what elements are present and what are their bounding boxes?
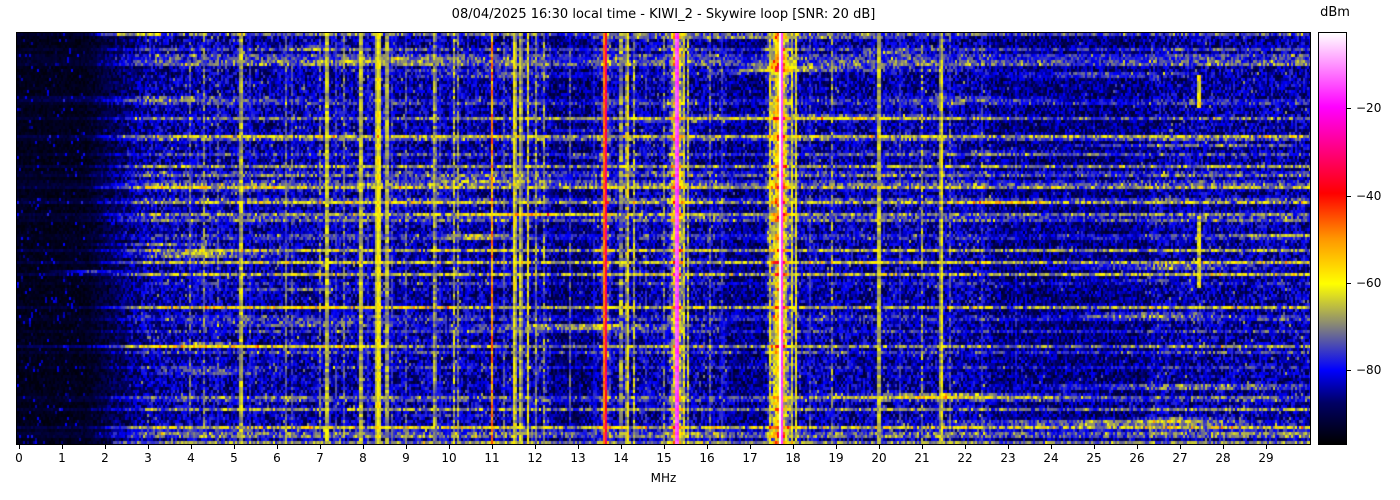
x-axis-tick-label: 22 — [957, 451, 973, 465]
x-axis-tick — [19, 445, 20, 449]
x-axis-tick-label: 15 — [656, 451, 672, 465]
x-axis-tick-label: 3 — [144, 451, 152, 465]
x-axis-tick — [836, 445, 837, 449]
x-axis-tick-label: 27 — [1172, 451, 1188, 465]
x-axis-tick-label: 25 — [1086, 451, 1102, 465]
x-axis-tick-label: 21 — [914, 451, 930, 465]
x-axis-tick-label: 4 — [187, 451, 195, 465]
x-axis-tick-label: 8 — [359, 451, 367, 465]
x-axis-tick — [750, 445, 751, 449]
x-axis-tick-label: 24 — [1043, 451, 1059, 465]
x-axis-label: MHz — [650, 471, 677, 485]
x-axis-tick-label: 10 — [441, 451, 457, 465]
x-axis-tick — [578, 445, 579, 449]
colorbar-tick — [1347, 370, 1351, 371]
colorbar-tick — [1347, 108, 1351, 109]
x-axis-tick — [234, 445, 235, 449]
x-axis-tick — [449, 445, 450, 449]
x-axis-tick — [664, 445, 665, 449]
colorbar-title: dBm — [1320, 5, 1350, 20]
x-axis-tick-label: 11 — [484, 451, 500, 465]
x-axis-tick-label: 26 — [1129, 451, 1145, 465]
plot-title: 08/04/2025 16:30 local time - KIWI_2 - S… — [451, 7, 876, 22]
x-axis-tick — [879, 445, 880, 449]
x-axis-tick-label: 23 — [1000, 451, 1016, 465]
x-axis-tick-label: 18 — [785, 451, 801, 465]
colorbar-tick-label: −40 — [1356, 189, 1382, 203]
x-axis-tick — [1223, 445, 1224, 449]
colorbar-gradient — [1319, 33, 1346, 444]
colorbar-tick — [1347, 283, 1351, 284]
x-axis-tick — [406, 445, 407, 449]
x-axis-tick — [105, 445, 106, 449]
x-axis-tick — [492, 445, 493, 449]
x-axis-tick — [1094, 445, 1095, 449]
spectrogram-canvas — [17, 33, 1310, 444]
x-axis-tick-label: 12 — [527, 451, 543, 465]
x-axis-tick-label: 6 — [273, 451, 281, 465]
x-axis-tick — [535, 445, 536, 449]
colorbar-tick — [1347, 196, 1351, 197]
x-axis-tick — [1137, 445, 1138, 449]
x-axis-tick-label: 28 — [1215, 451, 1231, 465]
x-axis-tick — [1008, 445, 1009, 449]
x-axis-tick-label: 14 — [613, 451, 629, 465]
x-axis-tick-label: 1 — [58, 451, 66, 465]
x-axis-tick — [1180, 445, 1181, 449]
x-axis-tick-label: 5 — [230, 451, 238, 465]
x-axis-tick-label: 17 — [742, 451, 758, 465]
x-axis-tick — [363, 445, 364, 449]
x-axis-tick — [1266, 445, 1267, 449]
x-axis-tick — [191, 445, 192, 449]
x-axis-tick-label: 7 — [316, 451, 324, 465]
x-axis-tick — [148, 445, 149, 449]
x-axis-tick-label: 9 — [402, 451, 410, 465]
x-axis-tick-label: 19 — [828, 451, 844, 465]
x-axis-tick — [62, 445, 63, 449]
x-axis-tick — [320, 445, 321, 449]
spectrogram-plot — [16, 32, 1311, 445]
colorbar-tick-label: −80 — [1356, 363, 1382, 377]
colorbar — [1318, 32, 1347, 445]
x-axis-tick — [707, 445, 708, 449]
x-axis-tick-label: 29 — [1258, 451, 1274, 465]
x-axis-tick-label: 16 — [699, 451, 715, 465]
x-axis-tick — [1051, 445, 1052, 449]
x-axis-tick — [793, 445, 794, 449]
colorbar-tick-label: −20 — [1356, 101, 1382, 115]
x-axis-tick-label: 20 — [871, 451, 887, 465]
x-axis-tick — [277, 445, 278, 449]
x-axis-tick — [922, 445, 923, 449]
x-axis-tick — [621, 445, 622, 449]
x-axis-tick — [965, 445, 966, 449]
x-axis-tick-label: 13 — [570, 451, 586, 465]
x-axis-tick-label: 2 — [101, 451, 109, 465]
colorbar-tick-label: −60 — [1356, 276, 1382, 290]
x-axis-tick-label: 0 — [15, 451, 23, 465]
